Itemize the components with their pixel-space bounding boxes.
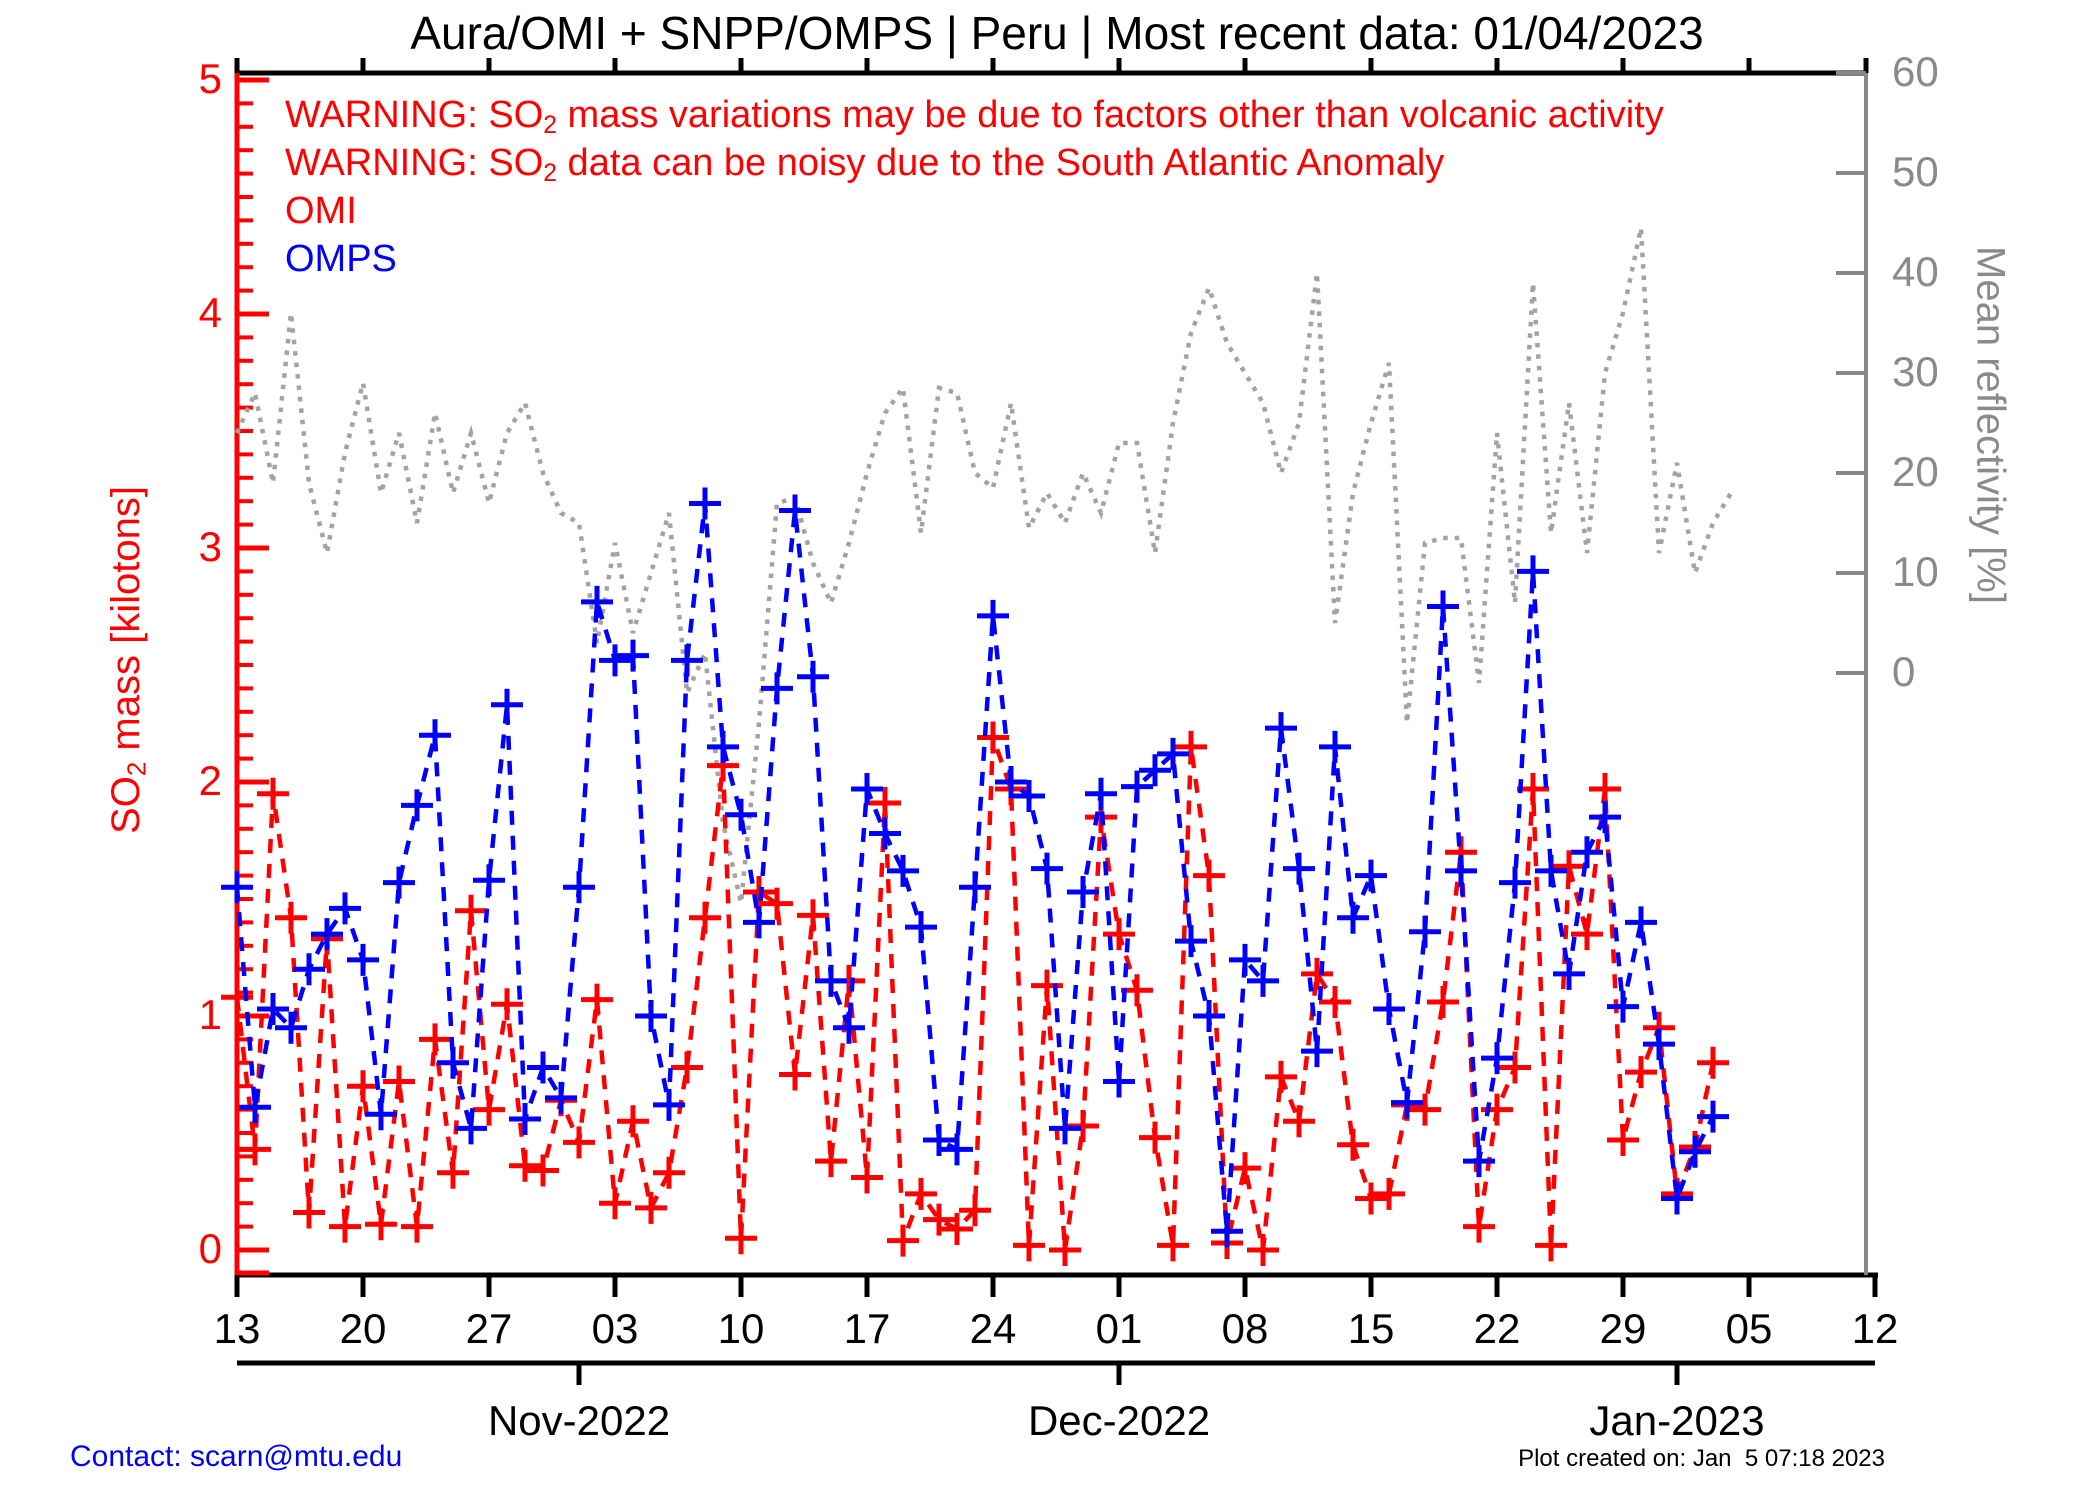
y-left-tick-label: 3	[198, 523, 222, 570]
reflectivity-dotted-line	[234, 227, 1733, 904]
y-right-tick-label: 30	[1892, 348, 1939, 395]
omi-dashed-line	[234, 736, 1716, 1251]
y-left-title-subscript: 2	[121, 761, 152, 777]
x-tick-label: 24	[969, 1305, 1017, 1352]
omps-plus-markers	[221, 487, 1729, 1248]
warning-line-2: WARNING: SO2 data can be noisy due to th…	[285, 142, 1444, 188]
omps-dashed-line	[234, 503, 1716, 1232]
y-right-tick-label: 50	[1892, 148, 1939, 195]
chart-title: Aura/OMI + SNPP/OMPS | Peru | Most recen…	[410, 7, 1704, 59]
warning2-subscript: 2	[543, 160, 557, 188]
warning1-text-rest: mass variations may be due to factors ot…	[557, 94, 1664, 136]
y-right-tick-label: 60	[1892, 48, 1939, 95]
x-tick-label: 15	[1347, 1305, 1395, 1352]
y-right-tick-label: 10	[1892, 548, 1939, 595]
warning1-subscript: 2	[543, 112, 557, 140]
contact-link[interactable]: Contact: scarn@mtu.edu	[70, 1440, 403, 1473]
y-right-tick-label: 0	[1892, 648, 1916, 695]
x-tick-label: 01	[1095, 1305, 1143, 1352]
y-right-tick-label: 40	[1892, 248, 1939, 295]
legend-item-omps: OMPS	[285, 238, 397, 280]
x-tick-label: 17	[843, 1305, 891, 1352]
y-axis-title-left: SO2 mass [kilotons]	[104, 486, 153, 834]
x-tick-label: 12	[1851, 1305, 1899, 1352]
y-left-tick-label: 4	[198, 289, 222, 336]
x-tick-label: 08	[1221, 1305, 1269, 1352]
legend-item-omi: OMI	[285, 190, 357, 232]
plot-created-timestamp: Plot created on: Jan 5 07:18 2023	[1518, 1445, 1885, 1472]
x-tick-label: 03	[591, 1305, 639, 1352]
y-left-tick-label: 2	[198, 757, 222, 804]
warning2-text: WARNING: SO	[285, 142, 544, 184]
month-tick-label: Nov-2022	[487, 1397, 671, 1444]
warning-line-1: WARNING: SO2 mass variations may be due …	[285, 94, 1664, 140]
x-tick-label: 22	[1473, 1305, 1521, 1352]
month-tick-label: Jan-2023	[1589, 1397, 1765, 1444]
x-tick-label: 29	[1599, 1305, 1647, 1352]
warning2-text-rest: data can be noisy due to the South Atlan…	[557, 142, 1445, 184]
y-left-title-text: SO	[103, 776, 148, 834]
y-left-title-text-rest: mass [kilotons]	[103, 486, 148, 762]
y-left-tick-label: 0	[198, 1225, 222, 1272]
x-tick-label: 10	[717, 1305, 765, 1352]
month-tick-label: Dec-2022	[1027, 1397, 1211, 1444]
y-left-tick-label: 1	[198, 991, 222, 1038]
y-axis-title-right: Mean reflectivity [%]	[1968, 246, 2013, 604]
x-tick-label: 05	[1725, 1305, 1773, 1352]
x-tick-label: 13	[213, 1305, 261, 1352]
y-left-tick-label: 5	[198, 55, 222, 102]
warning1-text: WARNING: SO	[285, 94, 544, 136]
x-tick-label: 20	[339, 1305, 387, 1352]
x-tick-label: 27	[465, 1305, 513, 1352]
y-right-tick-label: 20	[1892, 448, 1939, 495]
